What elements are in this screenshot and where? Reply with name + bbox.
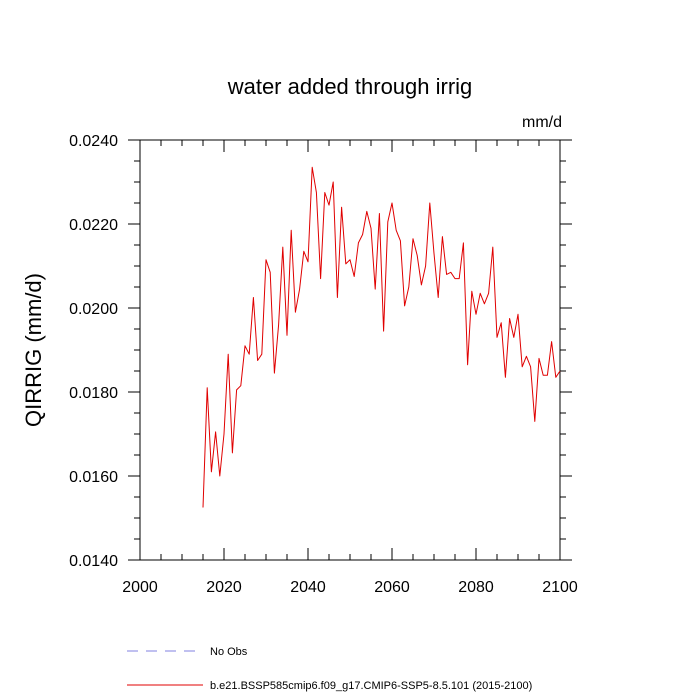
y-tick-label: 0.0200 bbox=[69, 301, 118, 318]
x-tick-label: 2100 bbox=[542, 579, 578, 596]
legend-label-no-obs: No Obs bbox=[210, 646, 248, 658]
x-tick-label: 2040 bbox=[290, 579, 326, 596]
axis-tick-labels: 2000 2020 2040 2060 2080 2100 0.0140 0.0160 0.01… bbox=[69, 133, 578, 596]
legend: No Obs b.e21.BSSP585cmip6.f09_g17.CMIP6-… bbox=[127, 646, 532, 692]
y-tick-label: 0.0240 bbox=[69, 133, 118, 150]
series-line-0 bbox=[202, 166, 561, 508]
legend-label-series: b.e21.BSSP585cmip6.f09_g17.CMIP6-SSP5-8.… bbox=[210, 680, 532, 692]
x-tick-label: 2060 bbox=[374, 579, 410, 596]
units-label: mm/d bbox=[522, 114, 562, 131]
y-tick-label: 0.0180 bbox=[69, 385, 118, 402]
x-tick-label: 2020 bbox=[206, 579, 242, 596]
y-tick-label: 0.0140 bbox=[69, 553, 118, 570]
y-tick-label: 0.0220 bbox=[69, 217, 118, 234]
series-layer bbox=[202, 166, 561, 508]
x-tick-label: 2080 bbox=[458, 579, 494, 596]
axis-ticks bbox=[128, 139, 572, 561]
y-axis-label: QIRRIG (mm/d) bbox=[21, 273, 46, 427]
y-tick-label: 0.0160 bbox=[69, 469, 118, 486]
x-tick-label: 2000 bbox=[122, 579, 158, 596]
chart-title: water added through irrig bbox=[227, 74, 473, 99]
